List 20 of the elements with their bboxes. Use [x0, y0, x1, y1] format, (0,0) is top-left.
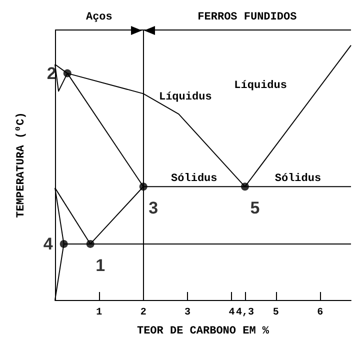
annotation: 2	[46, 64, 56, 83]
annotation: 4	[43, 234, 54, 254]
x-tick-label: 1	[96, 308, 102, 318]
series-label: Sólidus	[171, 173, 218, 186]
text: FERROS FUNDIDOS	[198, 12, 298, 24]
x-tick-label: 4	[228, 308, 235, 318]
text: Líquidus	[234, 80, 287, 92]
annotation: 5	[250, 198, 260, 218]
annotation: 1	[96, 256, 106, 275]
x-axis-title: TEOR DE CARBONO EM %	[136, 326, 270, 338]
series-label: Sólidus	[274, 173, 322, 186]
x-tick-label: 6	[317, 308, 324, 318]
x-tick-label: 2	[140, 308, 146, 318]
series-label: Líquidus	[158, 92, 212, 104]
text: Aços	[86, 12, 112, 24]
x-tick-label: 5	[272, 308, 279, 318]
x-tick-label: 3	[184, 308, 191, 318]
x-tick-label: 4,3	[236, 308, 254, 318]
y-axis-title: TEMPERATURA (⁰C)	[14, 112, 28, 218]
annotation: 3	[148, 198, 158, 218]
